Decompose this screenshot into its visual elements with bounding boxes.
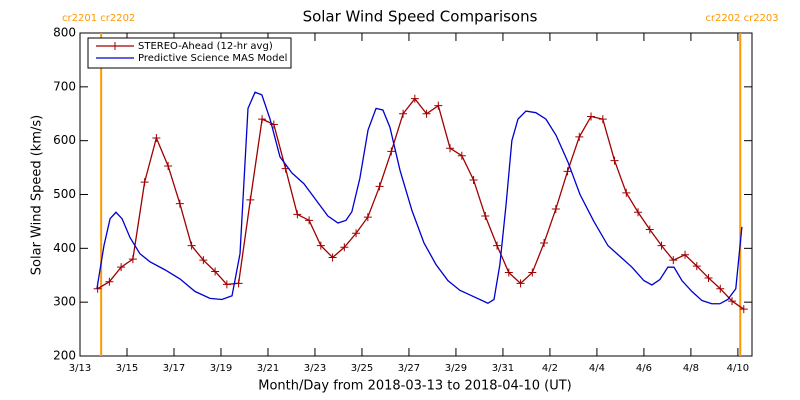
x-tick-label: 3/21 [257, 363, 279, 374]
point-marker [622, 188, 631, 197]
point-marker [152, 133, 161, 142]
chart-title: Solar Wind Speed Comparisons [303, 8, 538, 26]
series-line [96, 91, 743, 305]
point-marker [387, 147, 396, 156]
point-marker [234, 279, 243, 288]
point-marker [575, 132, 584, 141]
point-marker [704, 273, 713, 282]
point-marker [516, 279, 525, 288]
point-marker [469, 175, 478, 184]
point-marker [657, 241, 666, 250]
point-marker [305, 216, 314, 225]
point-marker [610, 156, 619, 165]
point-marker [528, 268, 537, 277]
y-tick-label: 600 [53, 133, 76, 147]
point-marker [246, 195, 255, 204]
point-marker [399, 109, 408, 118]
point-marker [105, 277, 114, 286]
point-marker [211, 267, 220, 276]
point-marker [187, 241, 196, 250]
point-marker [363, 213, 372, 222]
x-tick-label: 4/2 [542, 363, 558, 374]
point-marker [481, 212, 490, 221]
x-tick-label: 3/17 [163, 363, 185, 374]
plot-frame [79, 32, 753, 357]
legend-label: Predictive Science MAS Model [138, 53, 287, 64]
point-marker [199, 256, 208, 265]
y-axis-label: Solar Wind Speed (km/s) [30, 115, 45, 275]
legend-label: STEREO-Ahead (12-hr avg) [138, 41, 273, 52]
x-tick-label: 3/15 [116, 363, 138, 374]
x-axis-label: Month/Day from 2018-03-13 to 2018-04-10 … [258, 379, 571, 394]
x-tick-label: 4/4 [589, 363, 605, 374]
point-marker [728, 297, 737, 306]
point-marker [293, 210, 302, 219]
x-tick-label: 3/29 [445, 363, 467, 374]
legend-box [87, 37, 292, 69]
point-marker [410, 94, 419, 103]
point-marker [434, 101, 443, 110]
x-tick-label: 4/6 [636, 363, 652, 374]
x-tick-label: 3/19 [210, 363, 232, 374]
point-marker [422, 109, 431, 118]
point-marker [117, 263, 126, 272]
point-marker [716, 284, 725, 293]
point-marker [258, 115, 267, 124]
point-marker [551, 205, 560, 214]
carrington-label: cr2201 cr2202 [62, 13, 135, 24]
carrington-label: cr2202 cr2203 [705, 13, 778, 24]
point-marker [504, 268, 513, 277]
x-tick-label: 3/13 [69, 363, 91, 374]
point-marker [692, 262, 701, 271]
y-tick-label: 500 [53, 187, 76, 201]
point-marker [164, 161, 173, 170]
point-marker [563, 167, 572, 176]
point-marker [739, 305, 748, 314]
point-marker [352, 229, 361, 238]
point-marker [446, 144, 455, 153]
y-tick-label: 300 [53, 295, 76, 309]
point-marker [493, 241, 502, 250]
point-marker [375, 182, 384, 191]
point-marker [316, 241, 325, 250]
point-marker [634, 208, 643, 217]
x-tick-label: 4/10 [727, 363, 749, 374]
x-tick-label: 3/27 [398, 363, 420, 374]
legend-marker [111, 42, 119, 50]
point-marker [669, 256, 678, 265]
point-marker [681, 250, 690, 259]
x-tick-label: 3/25 [351, 363, 373, 374]
point-marker [222, 280, 231, 289]
point-marker [140, 178, 149, 187]
x-tick-label: 4/8 [683, 363, 699, 374]
y-tick-label: 700 [53, 79, 76, 93]
point-marker [340, 243, 349, 252]
point-marker [328, 253, 337, 262]
point-marker [457, 151, 466, 160]
point-marker [128, 255, 137, 264]
series-line [97, 97, 745, 310]
y-tick-label: 200 [53, 349, 76, 363]
point-marker [598, 115, 607, 124]
point-marker [540, 238, 549, 247]
y-tick-label: 400 [53, 241, 76, 255]
point-marker [645, 225, 654, 234]
x-tick-label: 3/23 [304, 363, 326, 374]
point-marker [587, 112, 596, 121]
x-tick-label: 3/31 [492, 363, 514, 374]
point-marker [175, 199, 184, 208]
y-tick-label: 800 [53, 26, 76, 40]
